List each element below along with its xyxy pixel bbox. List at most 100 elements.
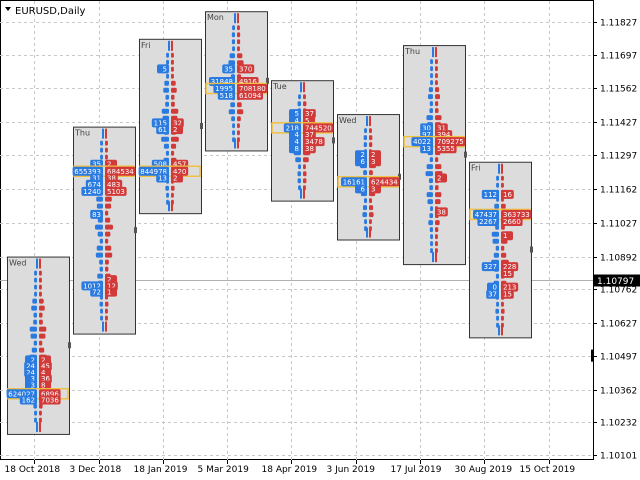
buy-volume-bar <box>161 108 169 114</box>
sell-volume-value: 394 <box>437 131 451 139</box>
buy-volume-cell <box>90 287 103 297</box>
sell-volume-cell <box>303 130 316 140</box>
profile-box[interactable] <box>73 126 136 335</box>
profile-handle[interactable] <box>266 77 269 84</box>
sell-volume-value: 1 <box>503 232 507 240</box>
sell-volume-value: 2 <box>41 356 45 364</box>
profile-3[interactable]: Fri 5 115 32 61 2 508 457 844978 420 13 2 <box>138 38 203 215</box>
profile-handle[interactable] <box>464 151 467 158</box>
buy-volume-bar <box>297 178 301 184</box>
profile-7[interactable]: Thu 30 31 97 394 4022 709275 13 5355 2 38 <box>403 45 468 266</box>
buy-volume-value: 31848 <box>211 78 233 86</box>
sell-volume-bar <box>39 312 43 318</box>
sell-volume-cell <box>435 207 448 217</box>
buy-volume-bar <box>99 301 103 307</box>
symbol-title[interactable]: EURUSD,Daily <box>5 6 86 17</box>
sell-volume-bar <box>501 203 506 209</box>
buy-volume-value: 162 <box>22 397 35 405</box>
triangle-down-icon[interactable] <box>5 7 11 11</box>
buy-volume-bar <box>232 130 235 136</box>
sell-volume-bar <box>105 259 109 265</box>
sell-volume-value: 15 <box>503 291 512 299</box>
sell-volume-value: 7036 <box>41 397 59 405</box>
sell-volume-cell <box>501 262 519 272</box>
sell-volume-cell <box>105 179 123 189</box>
buy-volume-value: 3 <box>31 375 35 383</box>
buy-tail <box>234 138 236 149</box>
profile-handle[interactable] <box>398 173 401 180</box>
profile-handle[interactable] <box>200 122 203 129</box>
sell-volume-value: 420 <box>173 168 186 176</box>
buy-volume-cell <box>477 216 499 226</box>
profile-box[interactable] <box>139 38 202 215</box>
sell-volume-cell <box>303 109 316 119</box>
profile-box[interactable] <box>7 256 70 435</box>
buy-tail <box>498 163 500 174</box>
buy-volume-bar <box>430 73 433 79</box>
sell-tail <box>237 13 239 24</box>
profile-handle[interactable] <box>530 246 533 253</box>
sell-tail <box>171 40 173 51</box>
buy-volume-bar <box>297 101 301 107</box>
buy-volume-value: 72 <box>92 289 101 297</box>
sell-volume-value: 36 <box>41 375 50 383</box>
buy-volume-bar <box>426 192 433 198</box>
price-tick-label: 1.11827 <box>600 19 637 29</box>
sell-volume-cell <box>435 123 448 133</box>
sell-volume-cell <box>303 137 325 147</box>
profile-handle[interactable] <box>134 227 137 234</box>
buy-volume-bar <box>230 102 235 108</box>
sell-volume-bar <box>171 192 174 198</box>
sell-volume-value: 38 <box>437 208 446 216</box>
sell-volume-value: 624434 <box>371 178 398 186</box>
sell-volume-bar <box>435 241 438 247</box>
buy-volume-bar <box>228 60 235 66</box>
buy-volume-value: 218 <box>286 124 299 132</box>
sell-volume-value: 2660 <box>503 218 521 226</box>
sell-volume-value: 3 <box>371 185 375 193</box>
buy-volume-bar <box>100 308 103 314</box>
buy-volume-value: 0 <box>493 284 497 292</box>
profile-box[interactable] <box>469 161 532 339</box>
profile-handle[interactable] <box>332 137 335 144</box>
buy-volume-bar <box>429 185 433 191</box>
profile-day-label: Fri <box>141 41 151 50</box>
sell-volume-bar <box>171 150 175 156</box>
buy-volume-bar <box>95 224 103 230</box>
buy-volume-value: 97 <box>422 131 431 139</box>
buy-volume-cell <box>481 189 499 199</box>
profile-box[interactable] <box>403 45 466 266</box>
buy-volume-bar <box>429 213 433 219</box>
buy-volume-bar <box>96 245 103 251</box>
profile-handle[interactable] <box>68 342 71 349</box>
buy-volume-value: 37 <box>488 291 497 299</box>
price-tick-label: 1.10892 <box>600 254 637 264</box>
profile-4[interactable]: Mon 35 370 31848 4916 1995 708180 518 61094 <box>205 11 270 152</box>
sell-volume-value: 37 <box>305 110 314 118</box>
buy-volume-bar <box>99 238 103 244</box>
buy-volume-cell <box>289 144 301 154</box>
sell-volume-bar <box>105 224 113 230</box>
sell-volume-cell <box>501 289 514 299</box>
symbol-label: EURUSD,Daily <box>15 6 86 17</box>
sell-volume-bar <box>369 128 372 134</box>
sell-tail <box>39 421 41 432</box>
sell-volume-bar <box>237 102 242 108</box>
buy-volume-bar <box>97 273 103 279</box>
sell-volume-bar <box>171 101 175 107</box>
buy-volume-value: 30 <box>422 124 431 132</box>
sell-volume-bar <box>435 59 438 65</box>
buy-volume-bar <box>100 315 103 321</box>
profile-day-label: Thu <box>74 129 90 138</box>
sell-volume-bar <box>369 170 373 176</box>
buy-volume-bar <box>430 80 433 86</box>
buy-volume-value: 1012 <box>83 282 101 290</box>
buy-volume-value: 35 <box>92 161 101 169</box>
